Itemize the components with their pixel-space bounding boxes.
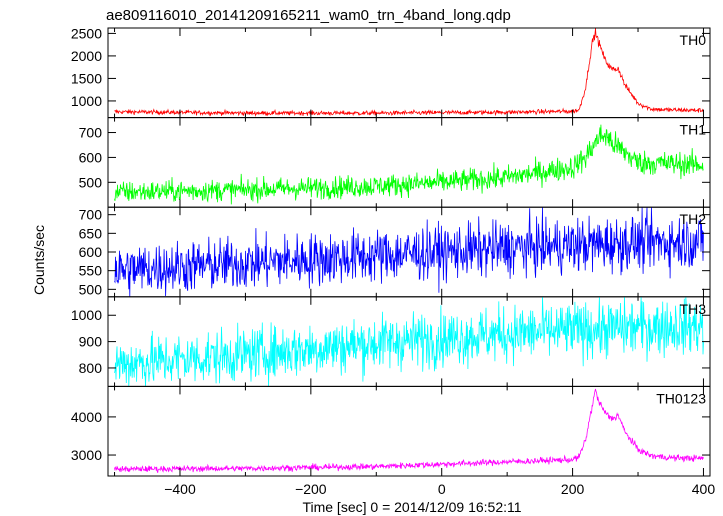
- series-line-th0123: [114, 388, 704, 473]
- y-tick-label: 550: [79, 263, 103, 279]
- x-tick-label: 0: [438, 481, 446, 497]
- y-axis-label: Counts/sec: [31, 225, 47, 295]
- x-axis-label: Time [sec] 0 = 2014/12/09 16:52:11: [302, 499, 521, 515]
- series-line-th0: [114, 28, 704, 117]
- y-tick-label: 4000: [71, 409, 102, 425]
- series-line-th1: [114, 124, 704, 205]
- x-tick-label: 400: [692, 481, 716, 497]
- panel-label: TH1: [680, 122, 707, 138]
- panel-frame: [107, 385, 711, 477]
- series-line-th3: [114, 296, 704, 387]
- series-line-th2: [114, 207, 704, 297]
- y-tick-label: 1000: [71, 93, 102, 109]
- y-tick-label: 900: [79, 334, 103, 350]
- panel-label: TH3: [680, 301, 707, 317]
- x-tick-label: 200: [561, 481, 585, 497]
- panel-th0: TH0 1000 1500 2000 2500: [71, 25, 711, 119]
- y-tick-label: 600: [79, 149, 103, 165]
- panel-th1: TH1 500 600 700: [79, 117, 711, 208]
- panels-group: TH01000150020002500TH1500600700TH2500550…: [71, 25, 716, 497]
- y-tick-label: 700: [79, 207, 103, 223]
- x-tick-label: −200: [295, 481, 327, 497]
- y-tick-label: 600: [79, 244, 103, 260]
- y-tick-label: 700: [79, 125, 103, 141]
- chart-title: ae809116010_20141209165211_wam0_trn_4ban…: [106, 7, 511, 24]
- y-tick-label: 500: [79, 174, 103, 190]
- panel-th0123: TH0123 3000 4000: [71, 385, 711, 477]
- y-tick-label: 500: [79, 281, 103, 297]
- panel-label: TH2: [680, 211, 707, 227]
- panel-th2: TH2 500 550 600 650 700: [79, 207, 711, 297]
- y-tick-label: 650: [79, 225, 103, 241]
- y-tick-label: 1000: [71, 307, 102, 323]
- x-tick-label: −400: [164, 481, 196, 497]
- y-tick-label: 3000: [71, 447, 102, 463]
- y-tick-label: 2500: [71, 25, 102, 41]
- panel-label: TH0: [680, 32, 707, 48]
- y-tick-label: 2000: [71, 48, 102, 64]
- panel-th3: TH3 800 900 1000: [71, 296, 711, 387]
- y-tick-label: 800: [79, 360, 103, 376]
- panel-label: TH0123: [656, 390, 706, 406]
- y-tick-label: 1500: [71, 70, 102, 86]
